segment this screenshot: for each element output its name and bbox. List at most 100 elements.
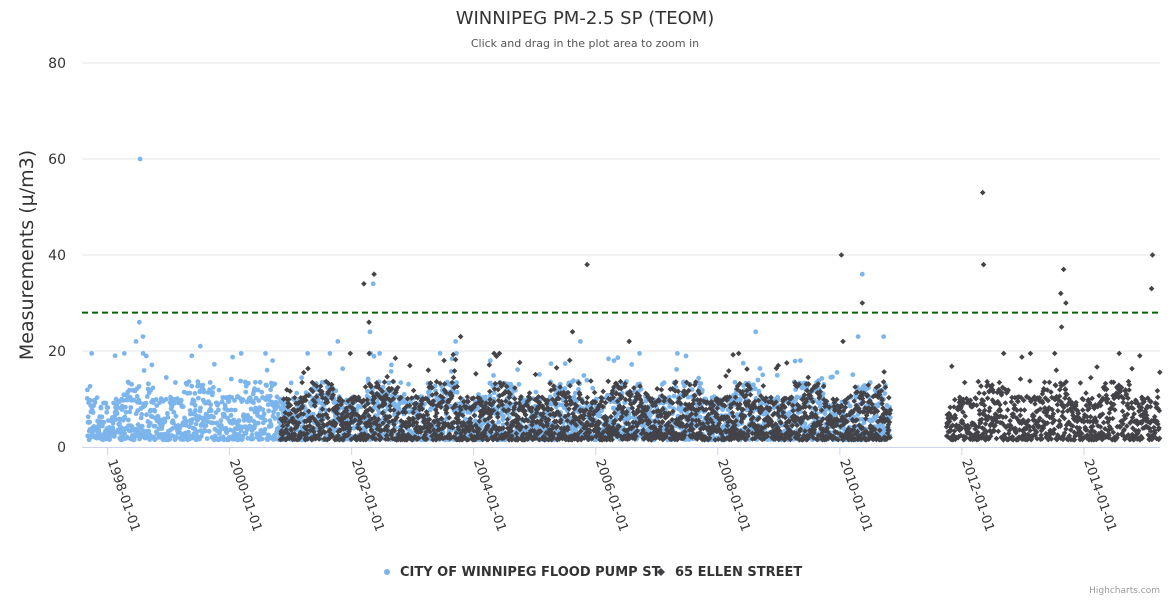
y-tick-label: 60 <box>48 152 66 168</box>
data-point <box>291 430 298 437</box>
data-point <box>454 380 459 385</box>
data-point <box>119 425 124 431</box>
data-point <box>819 376 825 381</box>
y-gridlines <box>82 62 1160 352</box>
data-point <box>192 391 198 396</box>
data-point <box>163 396 169 402</box>
data-point <box>425 367 432 373</box>
data-point <box>473 371 479 377</box>
data-point <box>165 414 171 420</box>
data-point <box>105 405 111 410</box>
data-point <box>215 401 221 407</box>
data-point <box>146 381 151 387</box>
data-point <box>189 383 195 389</box>
data-point <box>232 398 237 403</box>
data-point <box>131 437 137 442</box>
data-point <box>278 416 284 422</box>
data-point <box>584 394 591 401</box>
data-point <box>152 423 158 429</box>
data-point <box>283 416 289 422</box>
data-point <box>98 405 104 411</box>
data-point <box>674 367 679 372</box>
data-point <box>834 370 840 375</box>
data-point <box>296 420 302 426</box>
data-point <box>572 390 578 396</box>
data-point <box>99 414 105 420</box>
data-point <box>121 351 127 356</box>
data-point <box>744 366 750 372</box>
data-point <box>571 378 576 384</box>
data-point <box>202 428 208 434</box>
data-point <box>211 385 216 390</box>
data-point <box>370 281 376 287</box>
data-point <box>107 437 112 442</box>
data-point <box>753 329 759 335</box>
data-point <box>177 425 183 431</box>
data-point <box>186 379 192 384</box>
data-point <box>407 362 413 369</box>
data-point <box>881 334 886 339</box>
data-point <box>200 382 206 388</box>
data-point <box>261 411 267 417</box>
data-point <box>125 417 131 423</box>
data-point <box>117 421 122 426</box>
data-point <box>197 343 203 349</box>
plot-area[interactable] <box>84 156 1163 443</box>
data-point <box>284 387 290 393</box>
data-point <box>296 399 302 406</box>
data-point <box>251 400 256 406</box>
data-point <box>280 396 287 402</box>
data-point <box>272 381 278 387</box>
data-point <box>286 418 293 425</box>
data-point <box>137 400 143 405</box>
data-point <box>850 372 856 378</box>
data-point <box>882 391 888 396</box>
data-point <box>661 380 667 386</box>
data-point <box>224 430 230 436</box>
data-point <box>162 419 168 424</box>
data-point <box>437 351 443 356</box>
data-point <box>243 389 249 395</box>
data-point <box>129 381 135 387</box>
data-point <box>167 436 173 442</box>
data-point <box>85 387 90 393</box>
data-point <box>295 413 301 419</box>
data-point <box>599 408 604 414</box>
data-point <box>230 354 236 360</box>
data-point <box>605 378 611 385</box>
data-point <box>238 378 244 384</box>
data-point <box>210 420 216 426</box>
data-point <box>88 398 93 403</box>
data-point <box>264 367 270 373</box>
data-point <box>562 361 568 366</box>
data-point <box>191 398 197 404</box>
y-tick-label: 80 <box>48 56 66 72</box>
data-point <box>571 394 577 400</box>
data-point <box>562 386 568 391</box>
data-point <box>262 418 268 423</box>
data-point <box>163 375 169 380</box>
data-point <box>441 357 447 364</box>
data-point <box>682 383 687 389</box>
data-point <box>398 380 404 385</box>
data-point <box>250 436 256 442</box>
data-point <box>139 423 145 429</box>
data-point <box>154 403 160 408</box>
data-point <box>180 404 186 409</box>
data-point <box>671 393 677 399</box>
data-point <box>300 369 307 376</box>
data-point <box>300 411 307 417</box>
data-point <box>295 433 302 439</box>
data-point <box>855 334 861 339</box>
data-point <box>256 398 262 403</box>
data-point <box>290 420 297 426</box>
data-point <box>101 420 107 425</box>
data-point <box>90 410 96 415</box>
data-point <box>279 428 285 434</box>
data-point <box>537 372 542 377</box>
data-point <box>358 404 364 410</box>
data-point <box>114 411 120 416</box>
data-point <box>299 375 304 381</box>
